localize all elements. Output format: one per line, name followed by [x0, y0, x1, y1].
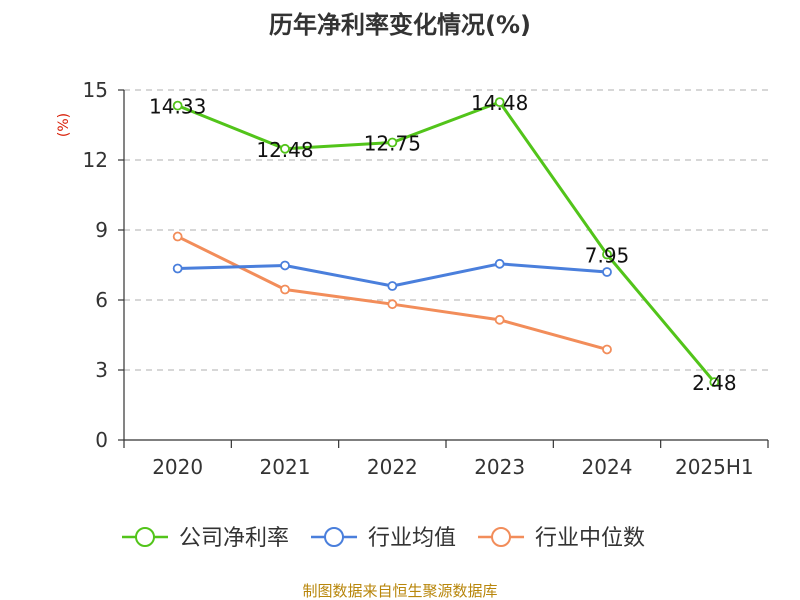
data-point [494, 97, 505, 108]
chart-title: 历年净利率变化情况(%) [269, 11, 531, 39]
legend-label: 行业均值 [368, 526, 456, 551]
y-tick-label: 15 [83, 78, 108, 102]
data-point [172, 100, 183, 111]
axes: 0 3 6 9 12 15 2020 2021 2022 2023 2024 2025H1 [83, 78, 769, 479]
legend-item[interactable]: 公司净利率 [122, 526, 289, 551]
x-tick-label: 2022 [367, 455, 418, 479]
data-point [387, 299, 398, 310]
data-point [172, 263, 183, 274]
x-tick-label: 2023 [474, 455, 525, 479]
data-label: 14.33 [149, 95, 206, 119]
data-label: 7.95 [585, 244, 630, 268]
data-point [709, 377, 720, 388]
legend-label: 行业中位数 [535, 526, 645, 551]
legend-item[interactable]: 行业均值 [311, 526, 456, 551]
x-tick-label: 2024 [582, 455, 633, 479]
data-label: 14.48 [471, 91, 528, 115]
series-group [172, 97, 720, 388]
data-point [280, 143, 290, 154]
grid-lines [124, 89, 768, 371]
data-point [494, 314, 505, 325]
data-labels: 14.33 12.48 12.75 14.48 7.95 2.48 [149, 91, 737, 395]
data-point [602, 344, 612, 355]
data-point [602, 249, 612, 260]
y-axis-label: (%) [56, 113, 72, 137]
data-label: 12.48 [256, 138, 313, 162]
data-label: 2.48 [692, 371, 737, 395]
series-line [177, 235, 608, 351]
y-tick-label: 6 [95, 288, 108, 312]
data-point [387, 281, 398, 291]
legend[interactable]: 公司净利率 行业均值 行业中位数 [122, 526, 645, 551]
data-point [280, 260, 290, 271]
legend-marker [491, 527, 512, 547]
data-label: 12.75 [364, 132, 421, 156]
data-point [602, 267, 612, 277]
data-point [387, 137, 398, 148]
x-tick-label: 2021 [260, 455, 311, 479]
y-tick-label: 12 [83, 148, 108, 172]
data-point [280, 284, 290, 295]
x-tick-label: 2020 [152, 455, 203, 479]
y-tick-label: 9 [95, 218, 108, 242]
data-point [494, 258, 505, 269]
data-point [172, 231, 183, 242]
legend-label: 公司净利率 [179, 526, 289, 551]
legend-marker [324, 527, 345, 547]
legend-marker [135, 527, 155, 547]
legend-item[interactable]: 行业中位数 [478, 526, 645, 551]
y-tick-label: 3 [95, 358, 108, 382]
footer-source: 制图数据来自恒生聚源数据库 [302, 582, 497, 600]
series-line [177, 100, 716, 384]
x-tick-label: 2025H1 [675, 455, 754, 479]
y-tick-label: 0 [95, 428, 108, 452]
